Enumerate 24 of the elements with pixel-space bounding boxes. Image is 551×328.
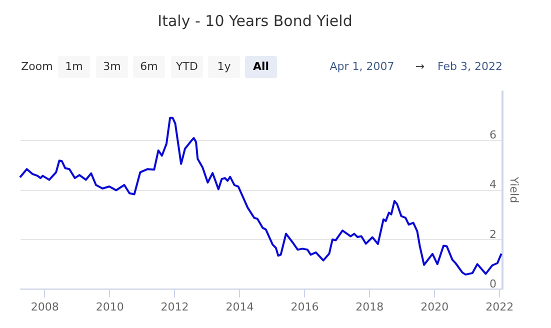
- text: Zoom: [21, 60, 53, 73]
- x-tick-label: 2022: [486, 300, 514, 314]
- x-tick-label: 2016: [290, 300, 319, 314]
- x-tick-label: 2012: [160, 300, 189, 314]
- text: All: [252, 60, 270, 73]
- x-tick-label: 2018: [356, 300, 384, 314]
- text: Apr 1, 2007: [330, 60, 394, 73]
- y-axis-title: Yield: [508, 176, 520, 204]
- text: YTD: [175, 60, 198, 73]
- y-tick-label: 2: [490, 228, 496, 241]
- text: 3m: [103, 60, 121, 73]
- x-tick-label: 2008: [30, 300, 59, 314]
- text: 1y: [217, 60, 232, 73]
- text: 1m: [65, 60, 83, 73]
- x-tick-label: 2010: [96, 300, 124, 314]
- y-tick-label: 4: [490, 178, 496, 191]
- y-tick-label: 6: [490, 128, 496, 142]
- x-tick-label: 2014: [226, 300, 254, 314]
- y-tick-label: 0: [490, 278, 496, 290]
- text: Feb 3, 2022: [438, 60, 502, 73]
- x-tick-label: 2020: [420, 300, 449, 314]
- text: →: [415, 60, 425, 73]
- text: 6m: [140, 60, 158, 73]
- chart-title: Italy - 10 Years Bond Yield: [158, 12, 352, 30]
